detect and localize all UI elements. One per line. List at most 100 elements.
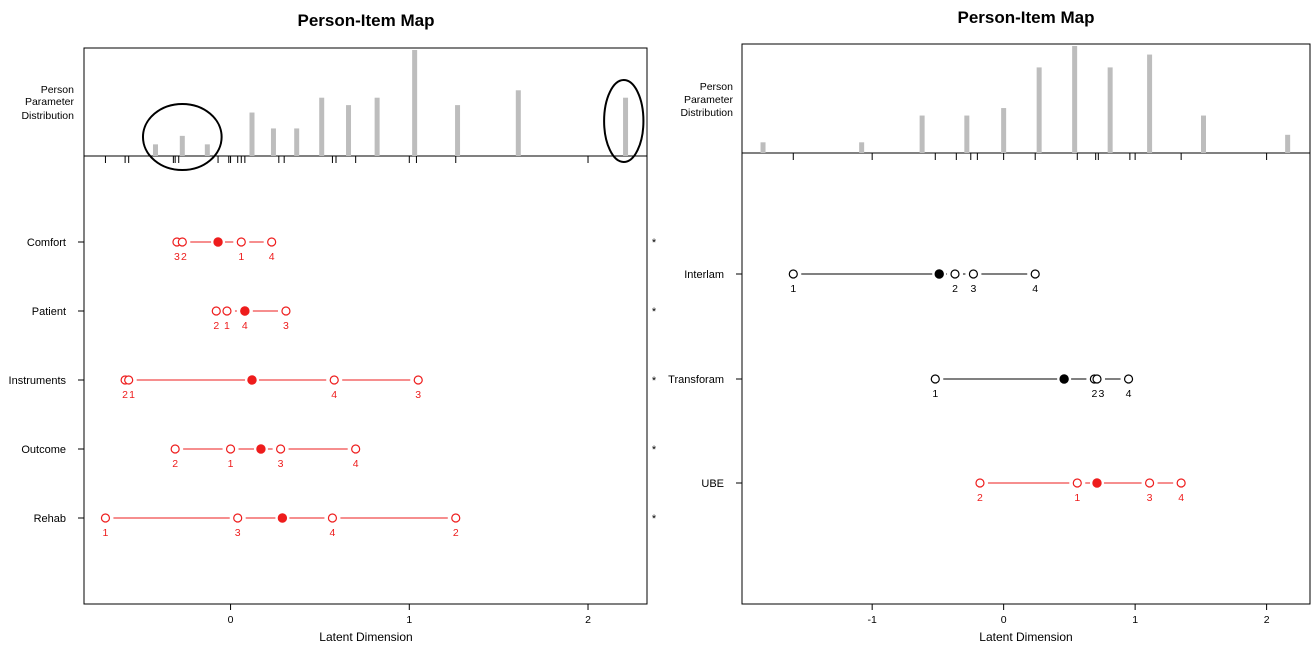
threshold-label: 1 bbox=[238, 251, 244, 263]
threshold-point bbox=[1144, 478, 1155, 488]
person-distribution-bar bbox=[919, 115, 925, 153]
threshold-point bbox=[170, 444, 180, 454]
threshold-point bbox=[281, 306, 291, 316]
x-tick-label: 1 bbox=[1132, 614, 1138, 626]
person-label-line: Person bbox=[700, 81, 733, 93]
threshold-label: 3 bbox=[415, 389, 421, 401]
person-distribution-bar bbox=[515, 90, 521, 156]
threshold-point bbox=[351, 444, 361, 454]
x-tick-label: -1 bbox=[867, 614, 876, 626]
item-label: Interlam bbox=[684, 269, 724, 281]
x-axis-label: Latent Dimension bbox=[319, 630, 412, 644]
threshold-label: 1 bbox=[103, 527, 109, 539]
person-label-line: Person bbox=[41, 84, 74, 96]
threshold-point bbox=[451, 513, 461, 523]
person-distribution-bar bbox=[412, 50, 418, 156]
threshold-point bbox=[124, 375, 134, 385]
threshold-point bbox=[1030, 269, 1040, 279]
person-label-line: Distribution bbox=[680, 107, 733, 119]
item-label: Patient bbox=[32, 306, 66, 318]
person-label-line: Parameter bbox=[684, 94, 734, 106]
threshold-label: 4 bbox=[242, 320, 248, 332]
threshold-point bbox=[1072, 478, 1082, 488]
misfit-flag: * bbox=[652, 375, 656, 387]
person-label-line: Distribution bbox=[21, 110, 74, 122]
x-axis-label: Latent Dimension bbox=[979, 630, 1072, 644]
person-distribution-bar bbox=[204, 144, 210, 156]
person-distribution-bar bbox=[760, 142, 766, 153]
threshold-point bbox=[100, 513, 111, 523]
x-tick-label: 1 bbox=[406, 614, 412, 626]
threshold-point bbox=[788, 269, 798, 279]
person-distribution-bar bbox=[1201, 115, 1206, 153]
person-distribution-bar bbox=[319, 97, 325, 156]
threshold-label: 1 bbox=[129, 389, 135, 401]
person-distribution-bar bbox=[152, 144, 158, 156]
person-distribution-bar bbox=[294, 128, 300, 156]
misfit-flag: * bbox=[652, 444, 656, 456]
person-distribution-bar bbox=[455, 105, 461, 156]
chart-title: Person-Item Map bbox=[298, 11, 435, 30]
person-distribution-bar bbox=[346, 105, 352, 156]
item-label: Outcome bbox=[21, 444, 66, 456]
threshold-label: 4 bbox=[269, 251, 275, 263]
threshold-point bbox=[267, 237, 277, 247]
threshold-label: 3 bbox=[235, 527, 241, 539]
misfit-flag: * bbox=[652, 306, 656, 318]
threshold-point bbox=[413, 375, 423, 385]
threshold-point bbox=[950, 269, 960, 279]
threshold-point bbox=[211, 306, 221, 316]
item-location-point bbox=[1092, 478, 1102, 488]
threshold-label: 3 bbox=[1098, 388, 1104, 400]
threshold-label: 3 bbox=[1147, 492, 1153, 504]
threshold-label: 2 bbox=[181, 251, 187, 263]
person-distribution-bar bbox=[1036, 67, 1042, 153]
threshold-point bbox=[177, 237, 187, 247]
item-label: UBE bbox=[701, 478, 724, 490]
threshold-label: 2 bbox=[213, 320, 219, 332]
chart-title: Person-Item Map bbox=[958, 8, 1095, 27]
threshold-label: 2 bbox=[952, 283, 958, 295]
threshold-label: 1 bbox=[790, 283, 796, 295]
threshold-point bbox=[222, 306, 232, 316]
person-label-line: Parameter bbox=[25, 96, 75, 108]
x-tick-label: 2 bbox=[1264, 614, 1270, 626]
threshold-label: 2 bbox=[977, 492, 983, 504]
threshold-label: 3 bbox=[174, 251, 180, 263]
item-label: Comfort bbox=[27, 237, 66, 249]
x-tick-label: 0 bbox=[228, 614, 234, 626]
person-distribution-bar bbox=[270, 128, 276, 156]
item-location-point bbox=[247, 375, 257, 385]
threshold-point bbox=[1092, 374, 1102, 384]
person-distribution-bar bbox=[374, 97, 380, 156]
person-distribution-bar bbox=[964, 115, 970, 153]
item-label: Transforam bbox=[668, 374, 724, 386]
person-distribution-bar bbox=[859, 142, 865, 153]
threshold-label: 2 bbox=[172, 458, 178, 470]
item-location-point bbox=[934, 269, 944, 279]
person-distribution-bar bbox=[1001, 108, 1007, 153]
plot-frame bbox=[83, 47, 648, 605]
threshold-point bbox=[329, 375, 339, 385]
threshold-point bbox=[968, 269, 979, 279]
person-distribution-bar bbox=[623, 97, 629, 156]
item-location-point bbox=[1059, 374, 1069, 384]
threshold-point bbox=[236, 237, 246, 247]
threshold-point bbox=[1176, 478, 1186, 488]
threshold-point bbox=[1123, 374, 1134, 384]
threshold-label: 4 bbox=[1032, 283, 1038, 295]
item-label: Rehab bbox=[34, 513, 66, 525]
person-distribution-bar bbox=[1147, 54, 1153, 154]
threshold-label: 1 bbox=[228, 458, 234, 470]
misfit-flag: * bbox=[652, 513, 656, 525]
item-location-point bbox=[213, 237, 223, 247]
item-location-point bbox=[277, 513, 288, 523]
threshold-label: 1 bbox=[1074, 492, 1080, 504]
threshold-label: 4 bbox=[330, 527, 336, 539]
threshold-label: 4 bbox=[1178, 492, 1184, 504]
threshold-label: 2 bbox=[1091, 388, 1097, 400]
item-label: Instruments bbox=[9, 375, 67, 387]
person-distribution-bar bbox=[249, 112, 255, 156]
